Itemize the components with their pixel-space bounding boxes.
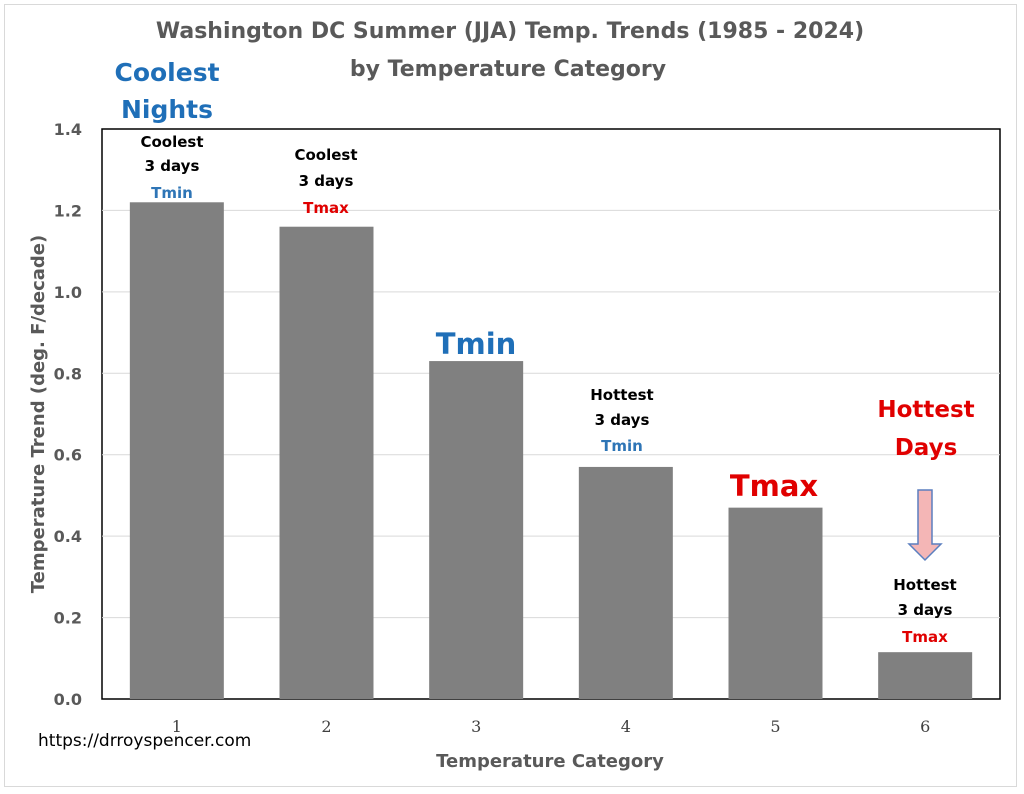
bar3-label: Tmin — [436, 327, 517, 361]
x-tick-label: 6 — [920, 717, 930, 736]
bar6-label-line2: 3 days — [898, 601, 953, 619]
y-axis-title: Temperature Trend (deg. F/decade) — [28, 235, 49, 594]
bar-5 — [728, 507, 823, 699]
bar1-label-line3: Tmin — [151, 184, 193, 202]
hottest-days-line2: Days — [895, 435, 958, 461]
x-tick-label: 3 — [471, 717, 481, 736]
chart-subtitle: by Temperature Category — [350, 57, 666, 82]
bar1-label-line2: 3 days — [145, 157, 200, 175]
bars — [129, 202, 973, 700]
y-tick-label: 0.0 — [54, 690, 82, 709]
source-url: https://drroyspencer.com — [38, 731, 252, 751]
coolest-nights-line2: Nights — [121, 95, 213, 124]
y-tick-label: 0.8 — [54, 364, 82, 383]
y-tick-label: 1.2 — [54, 201, 82, 220]
y-tick-label: 0.6 — [54, 446, 82, 465]
gridlines — [102, 209, 1000, 619]
bar-2 — [279, 226, 374, 699]
bar-3 — [429, 361, 524, 699]
y-tick-label: 1.4 — [54, 120, 82, 139]
bar4-label-line3: Tmin — [601, 437, 643, 455]
hottest-days-line1: Hottest — [877, 397, 974, 423]
y-tick-label: 1.0 — [54, 283, 82, 302]
coolest-nights-line1: Coolest — [114, 58, 219, 87]
bar-4 — [578, 466, 673, 699]
bar2-label-line3: Tmax — [303, 199, 349, 217]
bar2-label-line1: Coolest — [294, 146, 357, 164]
bar2-label-line2: 3 days — [299, 172, 354, 190]
bar5-label: Tmax — [730, 469, 819, 503]
x-axis-title: Temperature Category — [436, 751, 664, 772]
bar-1 — [129, 202, 224, 700]
chart-title: Washington DC Summer (JJA) Temp. Trends … — [156, 19, 864, 44]
x-tick-label: 4 — [621, 717, 631, 736]
y-tick-label: 0.4 — [54, 527, 82, 546]
y-tick-labels: 0.0 0.2 0.4 0.6 0.8 1.0 1.2 1.4 — [54, 120, 82, 709]
bar6-label-line3: Tmax — [902, 628, 948, 646]
bar6-label-line1: Hottest — [893, 576, 956, 594]
bar-6 — [878, 652, 973, 699]
down-arrow-icon — [907, 489, 943, 562]
x-tick-label: 2 — [321, 717, 331, 736]
x-tick-labels: 1 2 3 4 5 6 — [172, 717, 931, 736]
bar1-label-line1: Coolest — [140, 133, 203, 151]
x-tick-label: 1 — [172, 717, 182, 736]
bar4-label-line2: 3 days — [595, 411, 650, 429]
y-tick-label: 0.2 — [54, 609, 82, 628]
x-tick-label: 5 — [770, 717, 780, 736]
plot-area — [101, 128, 1001, 700]
chart-frame — [4, 4, 1017, 787]
bar4-label-line1: Hottest — [590, 386, 653, 404]
